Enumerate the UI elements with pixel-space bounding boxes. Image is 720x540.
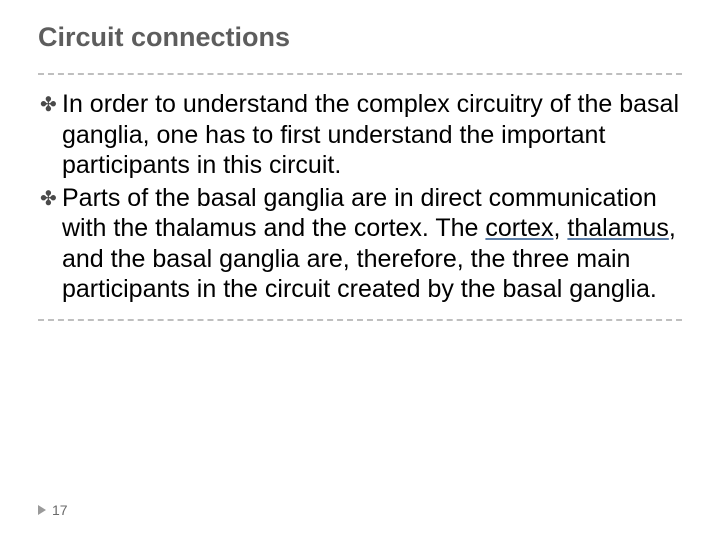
bullet-marker-icon: ✤ xyxy=(40,183,62,215)
text-span: , xyxy=(553,214,567,242)
page-number: 17 xyxy=(52,502,68,518)
bullet-text: Parts of the basal ganglia are in direct… xyxy=(62,183,682,305)
bullet-row: ✤In order to understand the complex circ… xyxy=(40,89,682,181)
bullet-marker-icon: ✤ xyxy=(40,89,62,121)
divider-top xyxy=(38,73,682,75)
page-number-area: 17 xyxy=(38,502,68,518)
play-arrow-icon xyxy=(38,505,46,515)
slide-title: Circuit connections xyxy=(38,22,682,53)
bullet-row: ✤Parts of the basal ganglia are in direc… xyxy=(40,183,682,305)
slide-body: ✤In order to understand the complex circ… xyxy=(38,89,682,305)
slide: Circuit connections ✤In order to underst… xyxy=(0,0,720,540)
link-thalamus[interactable]: thalamus xyxy=(567,214,668,242)
text-span: In order to understand the complex circu… xyxy=(62,90,679,179)
bullet-text: In order to understand the complex circu… xyxy=(62,89,682,181)
divider-bottom xyxy=(38,319,682,321)
link-cortex[interactable]: cortex xyxy=(485,214,553,242)
